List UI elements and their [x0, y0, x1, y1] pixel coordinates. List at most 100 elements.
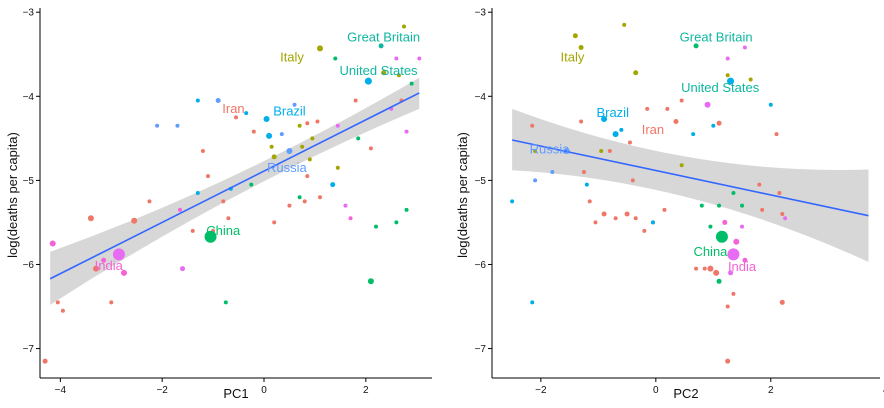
right-data-point	[768, 102, 773, 107]
left-data-point	[244, 111, 249, 116]
right-data-point	[740, 224, 745, 229]
left-data-point	[279, 132, 284, 137]
left-data-point	[330, 182, 336, 188]
left-country-label: Brazil	[273, 103, 306, 118]
right-data-point	[630, 178, 635, 183]
left-data-point	[42, 358, 48, 364]
right-x-tick-label: −2	[535, 385, 547, 396]
left-data-point	[226, 216, 231, 221]
left-data-point	[269, 144, 274, 149]
right-data-point	[716, 120, 722, 126]
left-country-label: India	[95, 258, 124, 273]
right-y-tick-label: −3	[475, 8, 487, 19]
left-x-axis-title: PC1	[223, 386, 248, 401]
left-data-point	[335, 165, 340, 170]
left-data-point	[87, 215, 94, 222]
left-data-point	[266, 132, 273, 139]
left-x-tick-label: −4	[55, 385, 67, 396]
right-data-point	[783, 216, 788, 221]
right-data-point	[707, 265, 714, 272]
right-data-point	[624, 211, 630, 217]
right-data-point	[587, 199, 592, 204]
right-data-point	[725, 73, 730, 78]
right-country-label: Russia	[530, 141, 571, 156]
right-data-point	[510, 199, 515, 204]
right-data-point	[613, 216, 618, 221]
right-data-point	[607, 148, 612, 153]
left-data-point	[297, 123, 302, 128]
left-data-point	[305, 174, 310, 179]
right-data-point	[725, 358, 731, 364]
right-data-point	[716, 278, 722, 284]
left-data-point	[49, 240, 56, 247]
left-data-point	[206, 174, 210, 179]
right-y-axis-title: log(deaths per capita)	[455, 132, 470, 258]
left-y-tick-label: −4	[23, 92, 35, 103]
left-data-point	[200, 148, 205, 153]
right-data-point	[612, 131, 619, 138]
right-data-point	[627, 140, 632, 145]
right-data-point	[760, 207, 765, 212]
left-data-point	[396, 73, 401, 78]
left-data-point	[190, 228, 195, 233]
left-x-tick-label: 2	[363, 385, 369, 396]
left-data-point	[367, 278, 374, 285]
left-data-point	[234, 115, 238, 120]
right-data-point	[599, 148, 604, 153]
right-data-point	[731, 191, 736, 195]
right-data-point	[593, 220, 598, 225]
right-country-label: Great Britain	[680, 29, 753, 44]
right-data-point	[702, 266, 707, 271]
right-data-point	[550, 169, 555, 174]
right-data-point	[673, 119, 679, 125]
right-country-label: United States	[681, 80, 760, 95]
left-data-point	[364, 77, 372, 85]
right-data-point	[740, 203, 745, 208]
right-x-tick-label: 2	[768, 385, 774, 396]
right-data-point	[779, 299, 785, 305]
left-data-point	[60, 308, 65, 313]
right-data-point	[780, 212, 785, 217]
left-data-point	[381, 70, 387, 76]
right-country-label: China	[693, 244, 728, 259]
right-data-point	[742, 257, 748, 263]
left-data-point	[417, 56, 422, 61]
left-data-point	[409, 81, 414, 86]
left-data-point	[272, 220, 277, 225]
right-data-point	[725, 56, 730, 61]
right-data-point	[584, 182, 589, 187]
right-data-point	[622, 22, 627, 27]
left-data-point	[335, 123, 340, 128]
right-data-point	[601, 211, 607, 217]
left-data-point	[131, 217, 138, 224]
right-country-label: Italy	[561, 50, 585, 65]
right-y-tick-label: −6	[475, 260, 487, 271]
left-data-point	[317, 45, 323, 52]
right-regression-line	[511, 139, 869, 217]
left-country-label: Great Britain	[347, 29, 420, 44]
right-data-point	[578, 45, 584, 51]
right-y-tick-label: −5	[475, 176, 487, 187]
left-scatter-panel: PC1 log(deaths per capita) −4 −2 0 2 −3 −4 −5 −…	[5, 8, 432, 401]
left-data-point	[180, 266, 186, 272]
left-data-point	[263, 116, 270, 122]
right-data-point	[694, 266, 699, 271]
left-data-point	[402, 24, 406, 29]
right-data-point	[691, 132, 696, 137]
left-y-tick-label: −6	[23, 260, 35, 271]
right-data-point	[774, 132, 779, 137]
left-data-point	[368, 146, 373, 151]
right-data-point	[708, 224, 713, 229]
left-data-point	[292, 102, 297, 107]
left-data-point	[300, 144, 305, 149]
right-country-label: India	[728, 259, 757, 274]
left-data-point	[251, 129, 256, 134]
left-data-point	[374, 224, 378, 229]
right-y-tick-label: −4	[475, 92, 487, 103]
right-x-tick-label: 0	[653, 385, 659, 396]
left-data-point	[353, 98, 358, 103]
right-data-point	[699, 203, 704, 208]
right-data-point	[662, 207, 667, 212]
left-data-point	[307, 157, 312, 162]
